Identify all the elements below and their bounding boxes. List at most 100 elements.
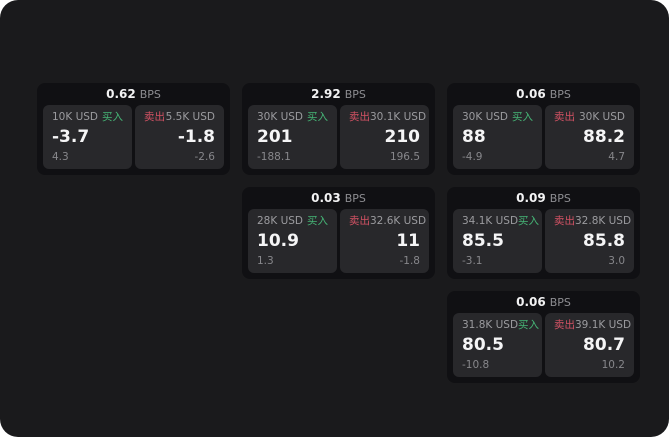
buy-size-label: 31.8K USD	[462, 319, 519, 331]
sell-change: 196.5	[389, 150, 420, 163]
sell-side-label: 卖出	[349, 215, 370, 227]
sell-change: -2.6	[194, 150, 216, 163]
quote-cards-grid: 0.62 BPS 10K USD 买入 -3.7 4.3 卖出 5.5K USD	[37, 83, 640, 383]
sell-side-label: 卖出	[349, 111, 370, 123]
sell-panel-top: 卖出 30K USD	[554, 112, 625, 123]
buy-panel[interactable]: 30K USD 买入 201 -188.1	[248, 105, 337, 169]
bps-value: 0.06	[516, 295, 546, 309]
sell-panel[interactable]: 卖出 39.1K USD 80.7 10.2	[545, 313, 634, 377]
sell-size-label: 30K USD	[578, 111, 625, 123]
card-body: 30K USD 买入 201 -188.1 卖出 30.1K USD 210 1…	[248, 105, 429, 169]
card-header: 0.03 BPS	[242, 187, 435, 209]
sell-price: 210	[384, 126, 421, 147]
buy-side-label: 买入	[518, 215, 540, 227]
sell-size-label: 5.5K USD	[165, 111, 215, 123]
buy-side-label: 买入	[102, 111, 123, 123]
buy-panel-top: 31.8K USD 买入	[462, 319, 539, 331]
sell-panel-top: 卖出 5.5K USD	[144, 112, 215, 123]
quote-card: 2.92 BPS 30K USD 买入 201 -188.1 卖出 30.1K …	[242, 83, 435, 175]
buy-side-label: 买入	[307, 215, 328, 227]
card-header: 0.09 BPS	[447, 187, 640, 209]
buy-panel-top: 30K USD 买入	[257, 112, 328, 123]
buy-panel-top: 30K USD 买入	[462, 112, 533, 123]
bps-value: 0.03	[311, 191, 341, 205]
sell-price: 88.2	[583, 126, 625, 147]
card-body: 30K USD 买入 88 -4.9 卖出 30K USD 88.2 4.7	[453, 105, 634, 169]
sell-size-label: 30.1K USD	[370, 111, 427, 123]
bps-value: 0.06	[516, 87, 546, 101]
buy-change: -4.9	[462, 150, 483, 163]
sell-panel[interactable]: 卖出 32.8K USD 85.8 3.0	[545, 209, 634, 273]
buy-change: 4.3	[52, 150, 69, 163]
buy-panel-top: 34.1K USD 买入	[462, 215, 539, 227]
sell-side-label: 卖出	[554, 319, 575, 331]
buy-panel[interactable]: 34.1K USD 买入 85.5 -3.1	[453, 209, 542, 273]
buy-side-label: 买入	[518, 319, 540, 331]
buy-panel-top: 28K USD 买入	[257, 216, 328, 227]
sell-side-label: 卖出	[554, 111, 575, 123]
bps-unit-label: BPS	[549, 87, 571, 101]
sell-panel[interactable]: 卖出 30.1K USD 210 196.5	[340, 105, 429, 169]
sell-change: 4.7	[608, 150, 625, 163]
buy-panel[interactable]: 31.8K USD 买入 80.5 -10.8	[453, 313, 542, 377]
buy-size-label: 30K USD	[462, 111, 509, 123]
sell-size-label: 39.1K USD	[575, 319, 632, 331]
quote-card: 0.09 BPS 34.1K USD 买入 85.5 -3.1 卖出 32.8K…	[447, 187, 640, 279]
bps-value: 0.62	[106, 87, 136, 101]
card-header: 2.92 BPS	[242, 83, 435, 105]
card-body: 34.1K USD 买入 85.5 -3.1 卖出 32.8K USD 85.8…	[453, 209, 634, 273]
buy-panel-top: 10K USD 买入	[52, 112, 123, 123]
buy-price: 201	[257, 126, 293, 147]
card-header: 0.06 BPS	[447, 83, 640, 105]
buy-price: -3.7	[52, 126, 90, 147]
buy-price: 80.5	[462, 334, 504, 355]
quote-card: 0.06 BPS 30K USD 买入 88 -4.9 卖出 30K USD	[447, 83, 640, 175]
buy-side-label: 买入	[307, 111, 328, 123]
sell-side-label: 卖出	[554, 215, 575, 227]
buy-price: 88	[462, 126, 486, 147]
sell-panel-top: 卖出 39.1K USD	[554, 319, 631, 331]
buy-panel[interactable]: 10K USD 买入 -3.7 4.3	[43, 105, 132, 169]
buy-price: 10.9	[257, 230, 299, 251]
buy-change: -3.1	[462, 254, 483, 267]
buy-change: 1.3	[257, 254, 274, 267]
quote-card: 0.62 BPS 10K USD 买入 -3.7 4.3 卖出 5.5K USD	[37, 83, 230, 175]
sell-panel[interactable]: 卖出 30K USD 88.2 4.7	[545, 105, 634, 169]
card-body: 28K USD 买入 10.9 1.3 卖出 32.6K USD 11 -1.8	[248, 209, 429, 273]
sell-price: 85.8	[583, 230, 625, 251]
sell-price: 11	[396, 230, 420, 251]
sell-panel[interactable]: 卖出 5.5K USD -1.8 -2.6	[135, 105, 224, 169]
buy-change: -10.8	[462, 358, 490, 371]
bps-value: 2.92	[311, 87, 341, 101]
buy-side-label: 买入	[512, 111, 533, 123]
bps-unit-label: BPS	[139, 87, 161, 101]
quote-card: 0.06 BPS 31.8K USD 买入 80.5 -10.8 卖出 39.1…	[447, 291, 640, 383]
buy-panel[interactable]: 28K USD 买入 10.9 1.3	[248, 209, 337, 273]
sell-size-label: 32.6K USD	[370, 215, 427, 227]
buy-panel[interactable]: 30K USD 买入 88 -4.9	[453, 105, 542, 169]
bps-unit-label: BPS	[344, 191, 366, 205]
bps-unit-label: BPS	[549, 191, 571, 205]
sell-price: 80.7	[583, 334, 625, 355]
sell-panel-top: 卖出 30.1K USD	[349, 111, 426, 123]
bps-value: 0.09	[516, 191, 546, 205]
bps-unit-label: BPS	[549, 295, 571, 309]
card-body: 10K USD 买入 -3.7 4.3 卖出 5.5K USD -1.8 -2.…	[43, 105, 224, 169]
sell-panel-top: 卖出 32.6K USD	[349, 215, 426, 227]
sell-size-label: 32.8K USD	[575, 215, 632, 227]
card-body: 31.8K USD 买入 80.5 -10.8 卖出 39.1K USD 80.…	[453, 313, 634, 377]
sell-side-label: 卖出	[144, 111, 165, 123]
sell-change: 10.2	[601, 358, 625, 371]
buy-price: 85.5	[462, 230, 504, 251]
bps-unit-label: BPS	[344, 87, 366, 101]
buy-change: -188.1	[257, 150, 291, 163]
sell-price: -1.8	[177, 126, 215, 147]
sell-change: 3.0	[608, 254, 625, 267]
buy-size-label: 28K USD	[257, 215, 304, 227]
buy-size-label: 34.1K USD	[462, 215, 519, 227]
card-header: 0.06 BPS	[447, 291, 640, 313]
sell-panel[interactable]: 卖出 32.6K USD 11 -1.8	[340, 209, 429, 273]
buy-size-label: 30K USD	[257, 111, 304, 123]
card-header: 0.62 BPS	[37, 83, 230, 105]
